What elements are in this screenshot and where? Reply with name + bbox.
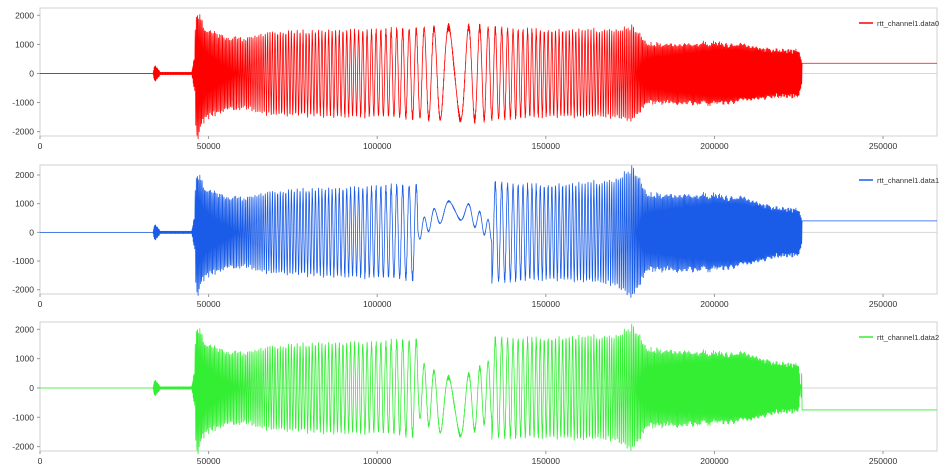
legend-label: rtt_channel1.data1 — [877, 176, 939, 185]
y-tick-label: 0 — [29, 68, 34, 78]
x-tick-label: 50000 — [197, 141, 221, 151]
x-tick-label: 150000 — [532, 456, 561, 466]
y-tick-label: 1000 — [15, 199, 34, 209]
legend-label: rtt_channel1.data2 — [877, 333, 939, 342]
chart-panel-0: -2000 -1000 0 1000 2000 0 50000 100000 150000 200… — [12, 7, 939, 151]
x-tick-label: 250000 — [869, 456, 898, 466]
x-tick-label: 50000 — [197, 299, 221, 309]
y-tick-label: -1000 — [12, 256, 34, 266]
plot-area — [39, 321, 938, 452]
x-tick-label: 100000 — [363, 456, 392, 466]
y-tick-label: 2000 — [15, 10, 34, 20]
x-tick-label: 0 — [38, 456, 43, 466]
y-tick-label: 2000 — [15, 324, 34, 334]
x-tick-label: 200000 — [700, 456, 729, 466]
x-tick-label: 150000 — [532, 299, 561, 309]
chart-panel-2: -2000 -1000 0 1000 2000 0 50000 100000 150000 200… — [12, 321, 939, 466]
y-tick-label: 1000 — [15, 354, 34, 364]
y-tick-label: -2000 — [12, 285, 34, 295]
x-tick-label: 200000 — [700, 141, 729, 151]
x-tick-label: 250000 — [869, 299, 898, 309]
x-tick-label: 0 — [38, 141, 43, 151]
y-tick-label: 0 — [29, 383, 34, 393]
legend-label: rtt_channel1.data0 — [877, 19, 939, 28]
y-tick-label: 0 — [29, 227, 34, 237]
y-tick-label: -2000 — [12, 442, 34, 452]
y-tick-label: -1000 — [12, 98, 34, 108]
y-tick-label: -2000 — [12, 127, 34, 137]
y-tick-label: 1000 — [15, 39, 34, 49]
y-tick-label: -1000 — [12, 412, 34, 422]
x-tick-label: 100000 — [363, 141, 392, 151]
x-tick-label: 250000 — [869, 141, 898, 151]
x-tick-label: 150000 — [532, 141, 561, 151]
x-tick-label: 200000 — [700, 299, 729, 309]
series-line-1 — [39, 165, 938, 298]
x-tick-label: 0 — [38, 299, 43, 309]
x-tick-label: 50000 — [197, 456, 221, 466]
series-line-2 — [39, 323, 938, 455]
series-line-0 — [39, 14, 938, 140]
chart-panel-1: -2000 -1000 0 1000 2000 0 50000 100000 150000 200… — [12, 164, 939, 309]
plot-area — [39, 164, 938, 295]
y-tick-label: 2000 — [15, 170, 34, 180]
x-tick-label: 100000 — [363, 299, 392, 309]
